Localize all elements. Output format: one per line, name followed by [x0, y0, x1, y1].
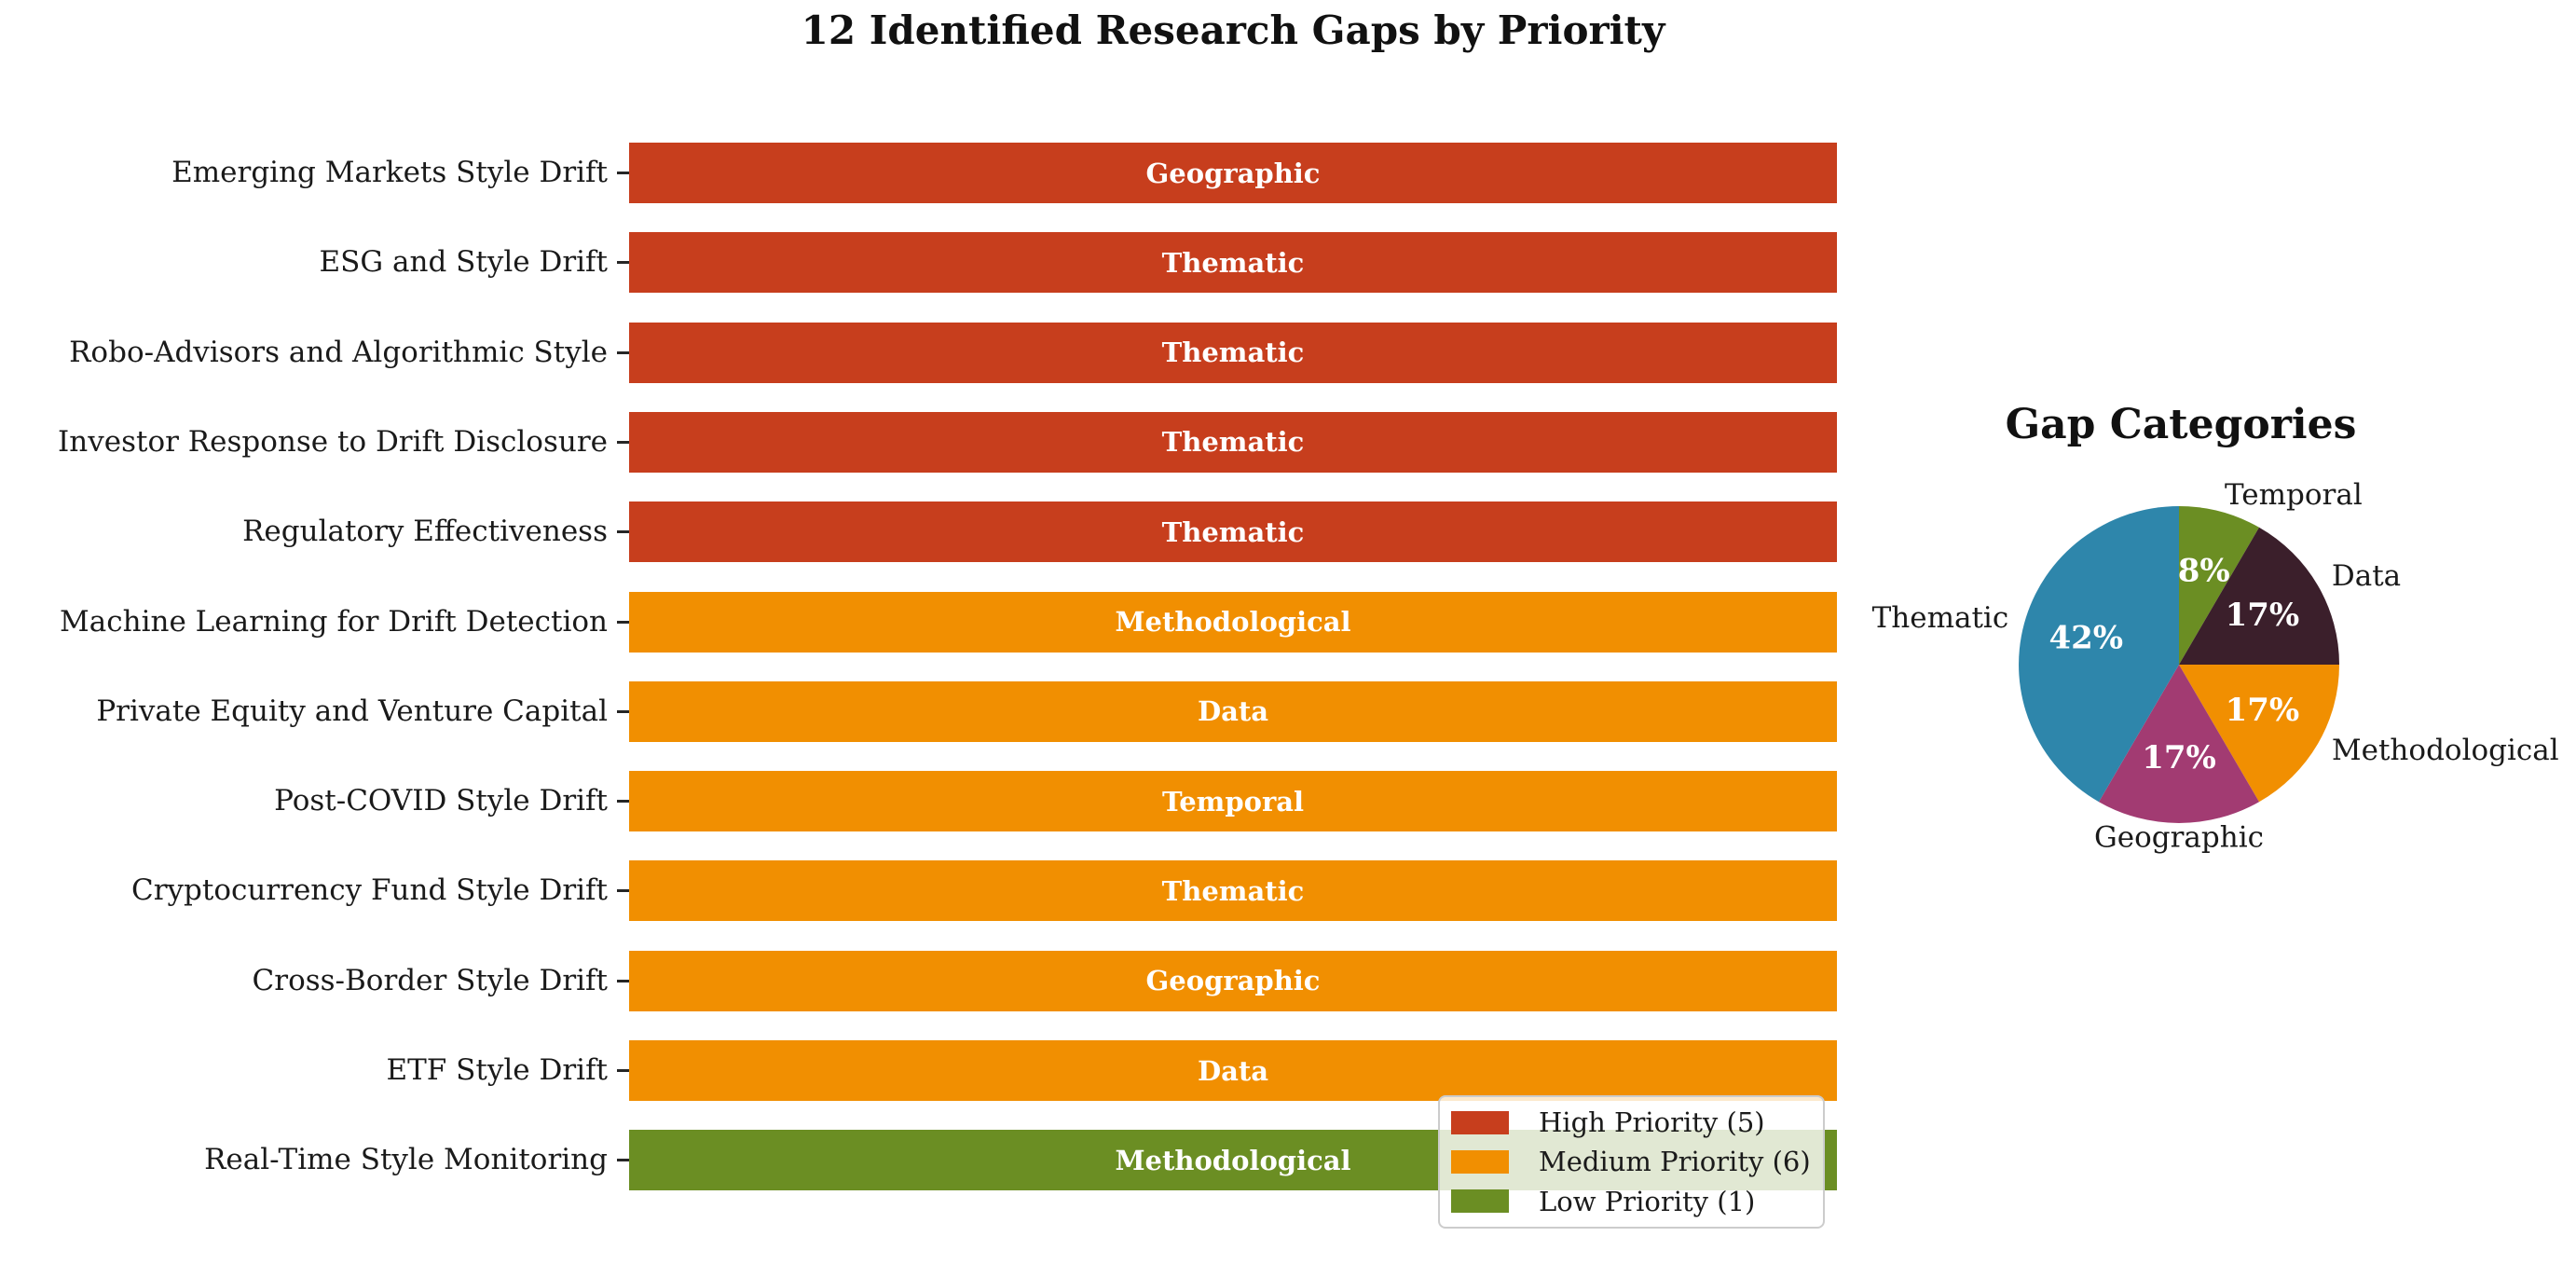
bar-category-label: Methodological: [1115, 606, 1351, 638]
bar-category-label: Methodological: [1115, 1144, 1351, 1176]
pie-slice: [2019, 506, 2179, 803]
bar: Geographic: [629, 950, 1837, 1011]
y-axis-tick: [617, 979, 630, 982]
y-axis-tick: [617, 889, 630, 893]
bar-row-label: ESG and Style Drift: [319, 245, 608, 280]
y-axis-tick: [617, 172, 630, 174]
legend-label: High Priority (5): [1539, 1106, 1765, 1139]
bar-category-label: Thematic: [1161, 337, 1305, 369]
bar-category-label: Geographic: [1145, 965, 1321, 997]
bar: Data: [629, 1040, 1837, 1101]
legend-row: High Priority (5): [1451, 1106, 1812, 1138]
y-axis-tick: [617, 350, 630, 354]
pie-percent-label: 8%: [2178, 553, 2230, 590]
bar-row-label: Regulatory Effectiveness: [242, 515, 608, 549]
bar-category-label: Geographic: [1145, 157, 1321, 189]
bar: Methodological: [629, 591, 1837, 653]
bar-row-label: Robo-Advisors and Algorithmic Style: [69, 335, 608, 369]
legend: High Priority (5) Medium Priority (6) Low …: [1438, 1095, 1825, 1229]
pie-slice-label: Methodological: [2332, 734, 2559, 767]
pie-slice: [2179, 527, 2339, 665]
y-axis-tick: [617, 1159, 630, 1162]
bar-row-label: ETF Style Drift: [386, 1053, 608, 1087]
y-axis-tick: [617, 1069, 630, 1072]
legend-row: Medium Priority (6): [1451, 1146, 1812, 1177]
bar-category-label: Data: [1197, 1054, 1269, 1087]
bar-category-label: Thematic: [1161, 874, 1305, 907]
bar-category-label: Temporal: [1161, 785, 1305, 817]
bar: Thematic: [629, 501, 1837, 563]
pie-slice-label: Temporal: [2225, 478, 2363, 512]
y-axis-tick: [617, 440, 630, 444]
bar-row-label: Investor Response to Drift Disclosure: [58, 424, 608, 459]
bar: Data: [629, 680, 1837, 742]
legend-swatch: [1451, 1189, 1509, 1214]
y-axis-tick: [617, 261, 630, 265]
bar-row-label: Cross-Border Style Drift: [252, 963, 608, 997]
pie-slice: [2179, 665, 2339, 803]
legend-swatch: [1451, 1149, 1509, 1174]
bar-category-label: Thematic: [1161, 246, 1305, 279]
pie-slice: [2179, 506, 2259, 665]
pie-slice: [2099, 665, 2259, 823]
legend-swatch: [1451, 1110, 1509, 1134]
bar-row-label: Private Equity and Venture Capital: [96, 694, 608, 728]
pie-slice-label: Geographic: [2094, 821, 2264, 855]
bar: Temporal: [629, 771, 1837, 832]
bar-row-label: Cryptocurrency Fund Style Drift: [130, 873, 608, 908]
y-axis-tick: [617, 620, 630, 624]
y-axis-tick: [617, 530, 630, 534]
pie-percent-label: 42%: [2048, 620, 2123, 657]
bar: Geographic: [629, 143, 1837, 203]
bar-chart-title: 12 Identified Research Gaps by Priority: [801, 7, 1665, 53]
bar: Thematic: [629, 322, 1837, 383]
pie-slice-label: Data: [2332, 559, 2401, 593]
bar: Thematic: [629, 232, 1837, 294]
bar-category-label: Data: [1197, 695, 1269, 728]
y-axis-tick: [617, 709, 630, 713]
y-axis-tick: [617, 800, 630, 804]
pie-percent-label: 17%: [2226, 692, 2300, 729]
pie-percent-label: 17%: [2226, 597, 2300, 634]
bar-category-label: Thematic: [1161, 515, 1305, 548]
bar-row-label: Real-Time Style Monitoring: [204, 1143, 608, 1177]
bar-category-label: Thematic: [1161, 426, 1305, 459]
legend-label: Low Priority (1): [1539, 1185, 1756, 1217]
bar-row-label: Machine Learning for Drift Detection: [60, 604, 608, 639]
bar: Thematic: [629, 411, 1837, 473]
pie-percent-label: 17%: [2142, 739, 2216, 776]
legend-label: Medium Priority (6): [1539, 1146, 1811, 1178]
legend-row: Low Priority (1): [1451, 1186, 1812, 1217]
bar-row-label: Post-COVID Style Drift: [274, 784, 608, 818]
pie-slice-label: Thematic: [1872, 601, 2009, 635]
bar-row-label: Emerging Markets Style Drift: [171, 156, 608, 189]
bar: Thematic: [629, 860, 1837, 922]
pie-title: Gap Categories: [2005, 401, 2357, 448]
